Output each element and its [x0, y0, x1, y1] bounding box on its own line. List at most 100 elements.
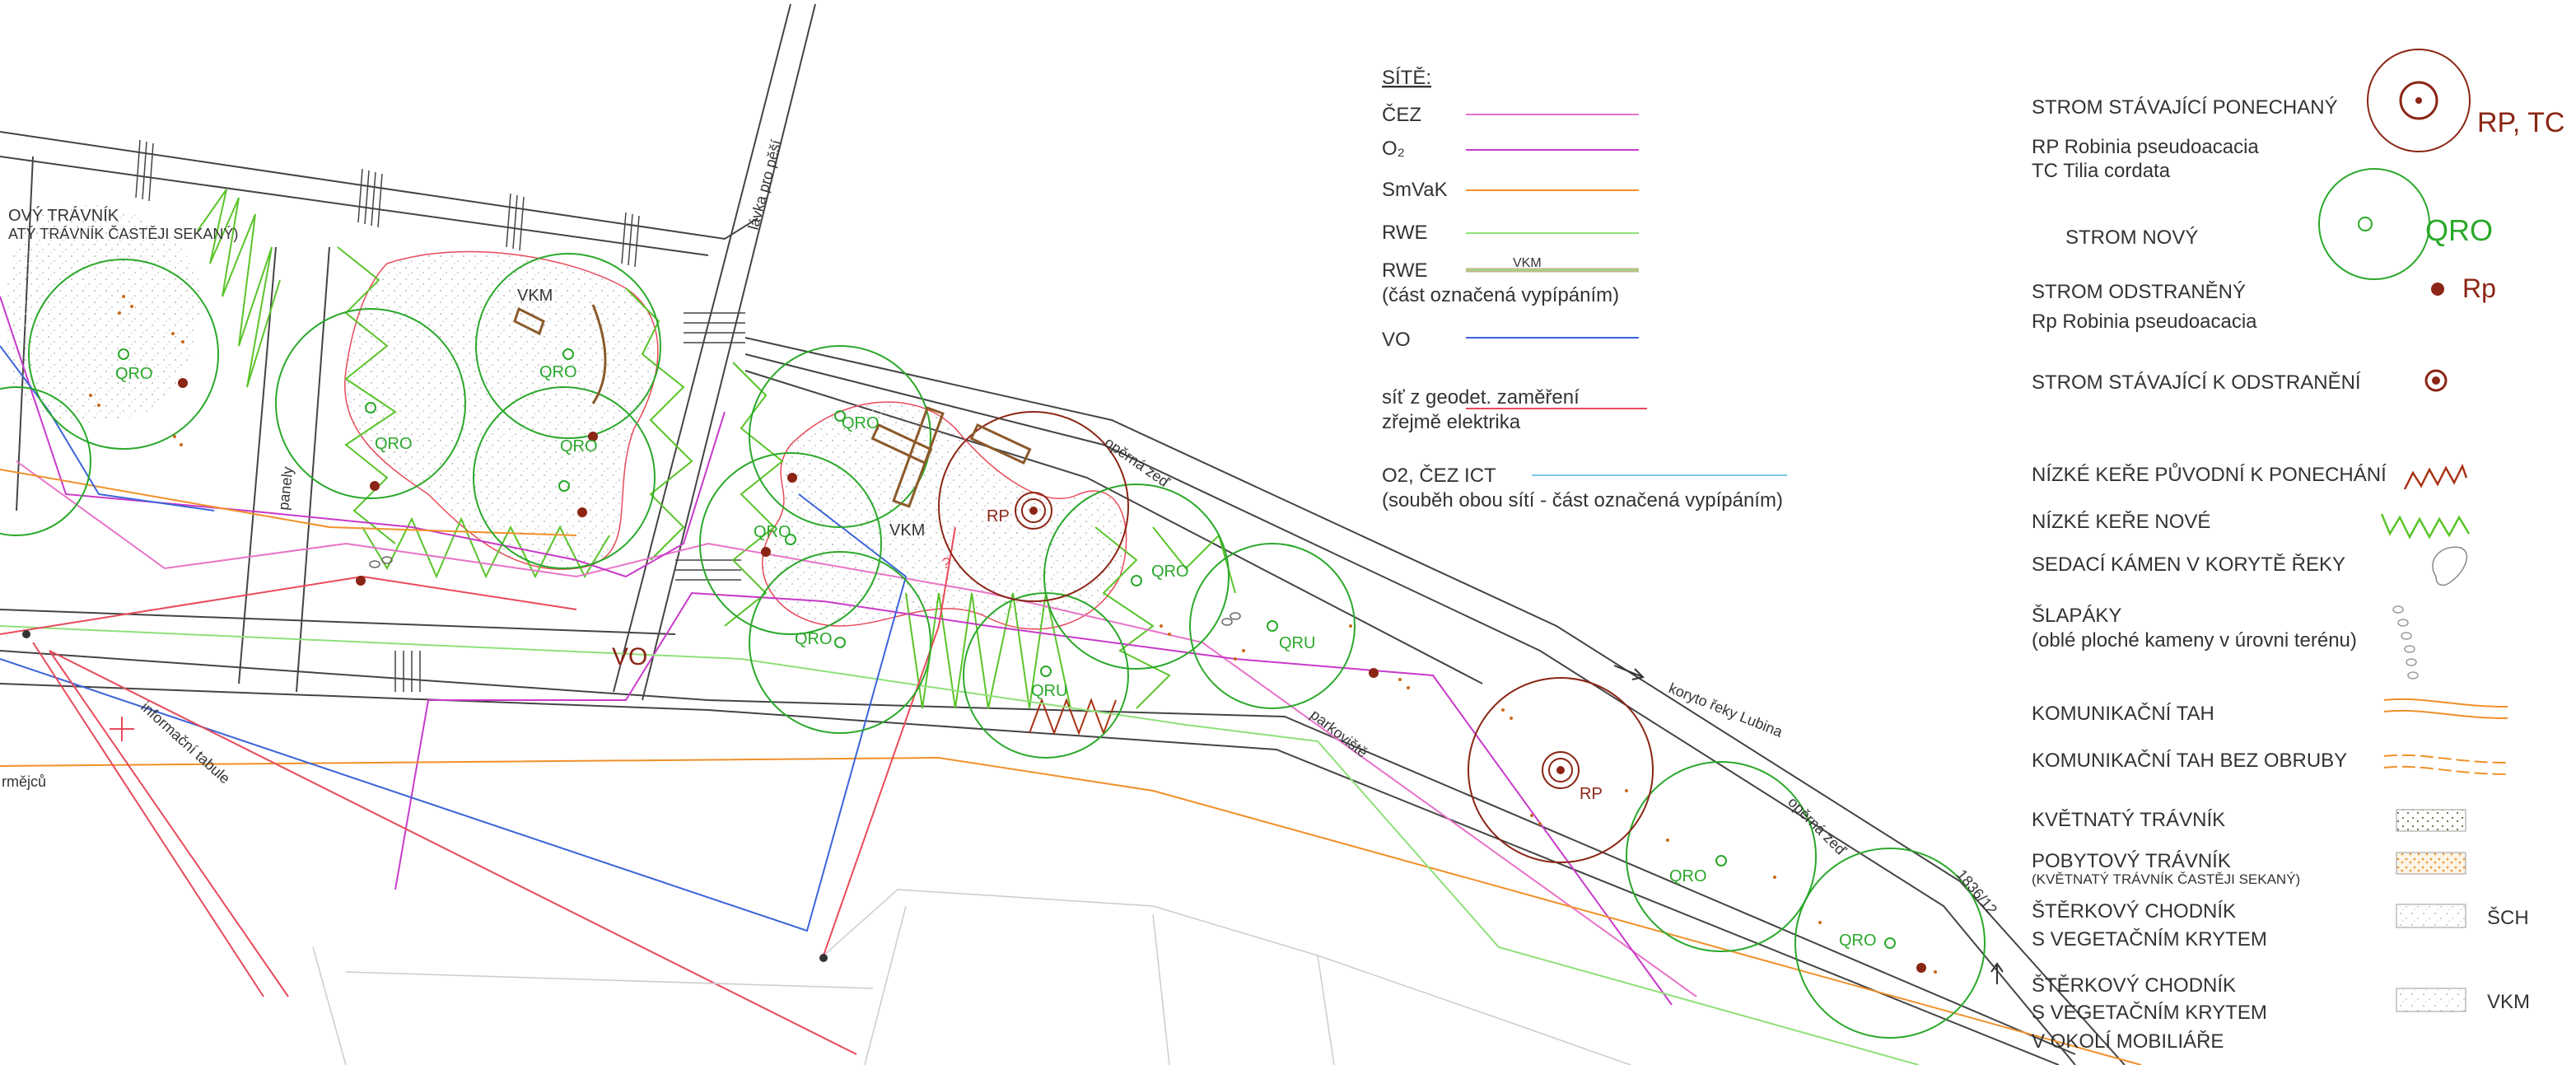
networks-rwe2-note: (část označená vypípáním)	[1382, 284, 1619, 306]
legend-tree-keep-symbol	[2367, 49, 2471, 152]
legend-lawn-1: POBYTOVÝ TRÁVNÍK	[2032, 850, 2231, 872]
plan-qro-8: QRO	[1151, 563, 1189, 581]
legend-tree-new: STROM NOVÝ	[2065, 227, 2198, 249]
existing-trees	[938, 411, 1654, 863]
legend-shrub-new-symbol	[2380, 513, 2471, 540]
plan-qru-2: QRU	[1279, 634, 1315, 652]
plan-parking: parkoviště	[1308, 706, 1371, 760]
plan-qro-10: QRO	[1839, 932, 1877, 950]
geodet-line	[0, 575, 577, 635]
legend-tree-to-remove: STROM STÁVAJÍCÍ K ODSTRANĚNÍ	[2032, 371, 2361, 394]
new-shrubs	[197, 189, 1236, 709]
new-trees	[0, 253, 1986, 1039]
legend-lawn-2: (KVĚTNATÝ TRÁVNÍK ČASTĚJI SEKANÝ)	[2032, 871, 2300, 887]
plan-vkm-2: VKM	[889, 521, 925, 540]
networks-geodet-1: síť z geodet. zaměření	[1382, 386, 1580, 409]
legend-gravel-symbol	[2396, 904, 2466, 928]
legend-path: KOMUNIKAČNÍ TAH	[2032, 702, 2214, 725]
plan-wall-1: opěrná zeď	[1102, 434, 1174, 491]
legend-gravel-mob-2: S VEGETAČNÍM KRYTEM	[2032, 1001, 2267, 1024]
legend-tree-removed-symbol	[2431, 283, 2444, 296]
plan-qro-1: QRO	[115, 365, 153, 383]
original-shrubs	[1029, 698, 1117, 736]
legend-gravel-mob-abbr: VKM	[2487, 991, 2530, 1013]
legend-meadow-symbol	[2396, 809, 2466, 832]
smvak-line-2	[0, 756, 2142, 1065]
plan-qro-4: QRO	[560, 437, 598, 455]
networks-legend: SÍTĚ: ČEZ O₂ SmVaK RWE RWE VKM (část ozn…	[1382, 67, 1787, 511]
plan-qro-3: QRO	[539, 363, 577, 381]
legend-tree-keep: STROM STÁVAJÍCÍ PONECHANÝ	[2032, 96, 2338, 119]
plan-vkm-1: VKM	[517, 287, 553, 305]
legend-tree-new-symbol	[2318, 168, 2430, 280]
legend-stone: SEDACÍ KÁMEN V KORYTĚ ŘEKY	[2032, 554, 2345, 576]
info-sign-cross	[110, 717, 134, 741]
legend-gravel-1: ŠTĚRKOVÝ CHODNÍK	[2032, 899, 2236, 923]
lower-parcels	[312, 889, 1631, 1065]
steps-hatching	[135, 139, 745, 692]
legend-tree-removed-sp: Rp Robinia pseudoacacia	[2032, 311, 2257, 333]
plan-vo-label: VO	[612, 643, 647, 670]
legend-meadow: KVĚTNATÝ TRÁVNÍK	[2032, 809, 2225, 831]
networks-rwe: RWE	[1382, 222, 1428, 244]
legend-tree-keep-sp2: TC Tilia cordata	[2032, 160, 2171, 182]
legend-tree-keep-sp1: RP Robinia pseudoacacia	[2032, 136, 2259, 158]
plan-qro-5: QRO	[842, 414, 880, 432]
networks-rwe2-tag: VKM	[1513, 256, 1542, 270]
legend-shrub-old-symbol	[2403, 463, 2468, 490]
rwe-line	[0, 625, 1920, 1065]
plan-river: koryto řeky Lubina	[1667, 680, 1786, 740]
networks-title: SÍTĚ:	[1382, 67, 1431, 89]
network-lines	[0, 296, 2142, 1065]
plan-wall-2: opěrná zeď	[1785, 794, 1850, 859]
plan-qro-2: QRO	[375, 435, 413, 453]
legend-tree-keep-abbr: RP, TC	[2477, 107, 2564, 138]
cez-line	[16, 460, 1697, 997]
geodet-line-2	[32, 642, 264, 997]
o2-line-2	[394, 591, 1673, 1006]
symbols-legend: STROM STÁVAJÍCÍ PONECHANÝ RP, TC RP Robi…	[2032, 49, 2564, 1053]
vo-line-2	[0, 345, 215, 511]
networks-cez: ČEZ	[1382, 103, 1421, 126]
plan-lawn-label: OVÝ TRÁVNÍK	[8, 206, 119, 225]
networks-o2: O₂	[1382, 138, 1405, 160]
stepping-stones	[369, 556, 1241, 626]
gravel-areas	[5, 204, 1127, 630]
legend-tree-removed-abbr: Rp	[2462, 273, 2496, 303]
networks-geodet-2: zřejmě elektrika	[1382, 411, 1521, 433]
legend-tree-to-remove-symbol	[2424, 369, 2448, 392]
legend-path-symbol	[2383, 698, 2508, 719]
smvak-line	[0, 469, 577, 536]
legend-tree-removed: STROM ODSTRANĚNÝ	[2032, 281, 2246, 303]
plan-lavka: lávka pro pěší	[745, 138, 785, 231]
geodet-line-5	[823, 526, 956, 956]
removed-trees	[178, 378, 1926, 973]
plan-rp-1: RP	[987, 507, 1010, 525]
legend-gravel-mob-3: V OKOLÍ MOBILIÁŘE	[2032, 1030, 2224, 1053]
vo-line	[0, 493, 908, 932]
plan-qru-1: QRU	[1031, 682, 1067, 700]
legend-path-no-curb: KOMUNIKAČNÍ TAH BEZ OBRUBY	[2032, 749, 2347, 772]
geodet-line-3	[49, 650, 289, 997]
plan-question: ?	[942, 555, 950, 572]
legend-stepping-symbol	[2392, 605, 2419, 680]
legend-gravel-abbr: ŠCH	[2487, 906, 2529, 929]
legend-gravel-mob-symbol	[2396, 988, 2466, 1012]
networks-rwe2: RWE	[1382, 259, 1428, 282]
legend-lawn-symbol	[2396, 852, 2466, 875]
plan-rmeju: rmějců	[2, 773, 46, 790]
legend-stepping-2: (oblé ploché kameny v úrovni terénu)	[2032, 629, 2357, 652]
benches	[513, 304, 1032, 508]
legend-stone-symbol	[2432, 546, 2468, 586]
geodet-line-4	[49, 650, 857, 1055]
plan-qro-6: QRO	[754, 523, 791, 541]
legend-path-no-curb-symbol	[2383, 754, 2508, 775]
plan-info-sign: informační tabule	[138, 698, 233, 787]
plan-panely: panely	[275, 466, 296, 511]
networks-ict-2: (souběh obou sítí - část označená vypípá…	[1382, 489, 1783, 511]
survey-points	[22, 630, 828, 962]
networks-smvak: SmVaK	[1382, 179, 1448, 201]
meadow-dots	[89, 295, 1937, 974]
o2-line	[0, 296, 726, 578]
